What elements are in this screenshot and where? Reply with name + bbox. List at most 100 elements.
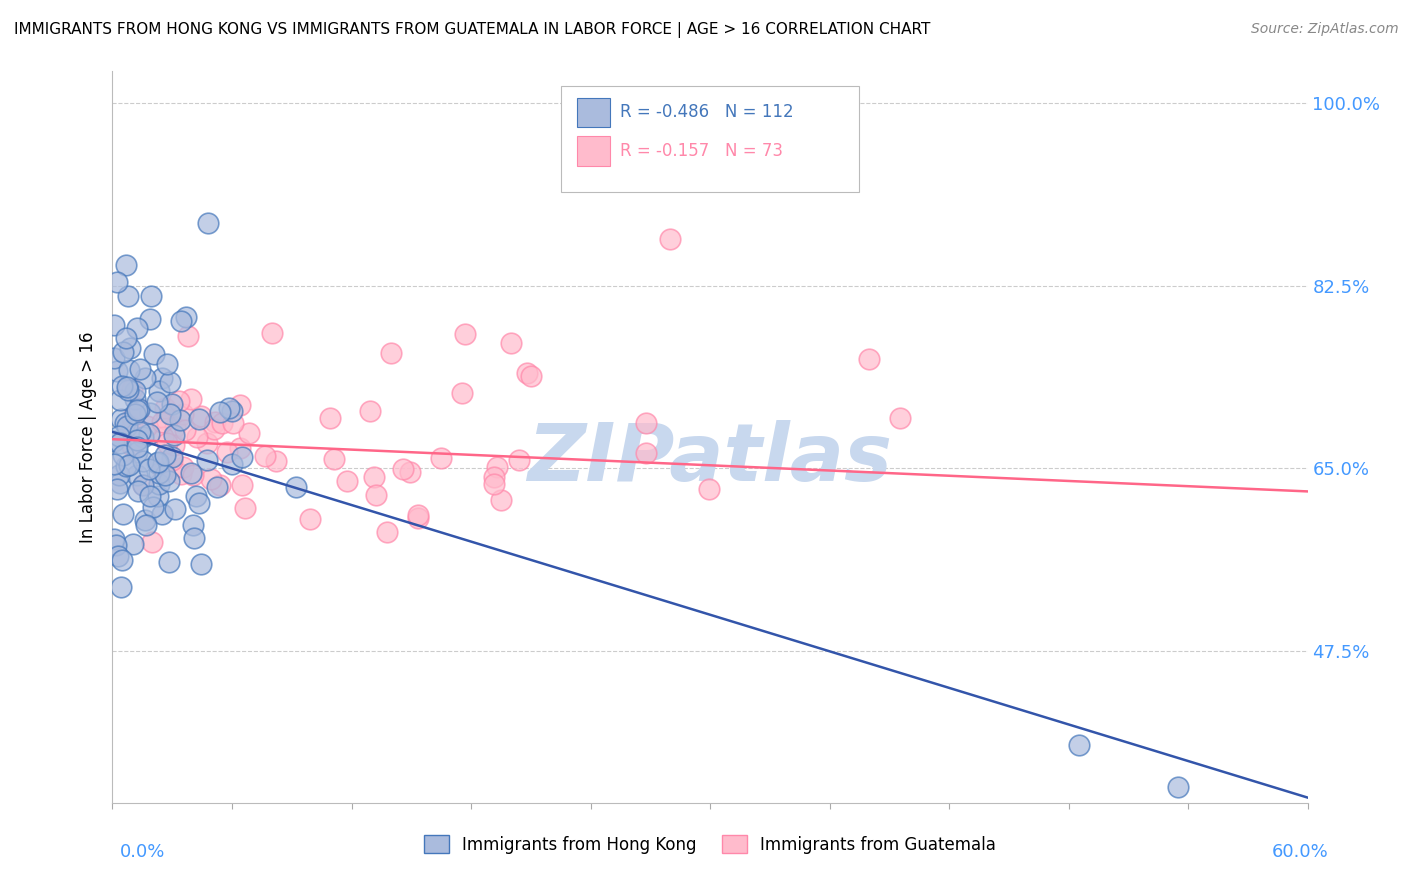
Point (364, 488, 387, 502)
Point (264, 454, 287, 468)
Point (127, 440, 149, 454)
Point (139, 311, 162, 326)
Point (634, 416, 657, 430)
Point (399, 466, 422, 480)
Point (195, 453, 218, 467)
Point (298, 512, 321, 526)
Point (128, 425, 150, 440)
Point (103, 434, 125, 449)
Point (148, 455, 170, 469)
Point (508, 453, 530, 467)
Point (159, 375, 181, 389)
Point (177, 328, 200, 343)
Point (233, 501, 256, 516)
Point (363, 470, 385, 484)
Point (392, 462, 415, 476)
Point (222, 417, 245, 431)
Point (156, 436, 179, 450)
Point (108, 436, 131, 450)
Point (125, 433, 148, 447)
Point (204, 415, 226, 429)
Point (152, 464, 174, 478)
Point (231, 450, 253, 464)
Point (117, 289, 139, 303)
Point (482, 477, 505, 491)
Text: 60.0%: 60.0% (1272, 843, 1329, 861)
Point (697, 482, 720, 496)
Text: R = -0.157   N = 73: R = -0.157 N = 73 (620, 142, 783, 160)
Point (181, 517, 204, 532)
Point (127, 483, 149, 498)
Point (110, 581, 132, 595)
Point (183, 531, 205, 545)
Point (105, 275, 128, 289)
Point (131, 430, 153, 444)
Point (170, 314, 193, 328)
Point (121, 439, 143, 453)
Point (115, 331, 138, 345)
Point (115, 418, 138, 433)
Point (180, 392, 202, 406)
Point (162, 427, 184, 442)
FancyBboxPatch shape (578, 98, 610, 127)
Point (138, 427, 160, 442)
Point (165, 502, 187, 516)
Point (108, 429, 131, 443)
Point (148, 476, 170, 491)
Point (115, 380, 138, 394)
Point (159, 407, 181, 421)
Point (380, 346, 402, 360)
Point (107, 549, 129, 563)
Point (132, 477, 155, 491)
Point (121, 410, 143, 425)
Point (163, 437, 186, 451)
Point (108, 476, 131, 491)
Point (200, 472, 222, 486)
Point (211, 416, 233, 430)
Point (118, 362, 141, 376)
Point (454, 326, 477, 341)
Point (205, 480, 228, 494)
Point (209, 478, 232, 492)
Point (117, 383, 139, 397)
Point (131, 454, 153, 468)
Point (172, 407, 194, 421)
Point (125, 467, 148, 482)
Point (208, 405, 231, 419)
Point (221, 404, 243, 418)
Point (217, 445, 239, 459)
Point (111, 345, 134, 359)
Point (143, 347, 166, 361)
Point (659, 231, 682, 245)
Point (114, 416, 136, 430)
Point (139, 288, 162, 302)
Point (160, 396, 183, 410)
Point (336, 474, 359, 488)
Point (128, 401, 150, 416)
Text: ZIPatlas: ZIPatlas (527, 420, 893, 498)
Text: IMMIGRANTS FROM HONG KONG VS IMMIGRANTS FROM GUATEMALA IN LABOR FORCE | AGE > 16: IMMIGRANTS FROM HONG KONG VS IMMIGRANTS … (14, 22, 931, 38)
Point (322, 452, 344, 467)
Point (186, 430, 208, 444)
Point (108, 393, 131, 408)
Point (115, 458, 138, 473)
Point (153, 468, 176, 483)
Point (634, 446, 657, 460)
Point (127, 445, 149, 459)
Point (204, 422, 226, 436)
Point (174, 310, 197, 324)
Point (485, 459, 508, 474)
Point (132, 478, 155, 492)
Point (195, 435, 218, 450)
Point (157, 474, 180, 488)
Point (186, 489, 208, 503)
Point (450, 385, 472, 400)
Point (148, 466, 170, 480)
Point (150, 415, 173, 429)
Point (122, 537, 145, 551)
Point (172, 459, 194, 474)
Point (105, 538, 128, 552)
Point (103, 458, 125, 472)
Point (121, 419, 143, 434)
Point (124, 384, 146, 398)
